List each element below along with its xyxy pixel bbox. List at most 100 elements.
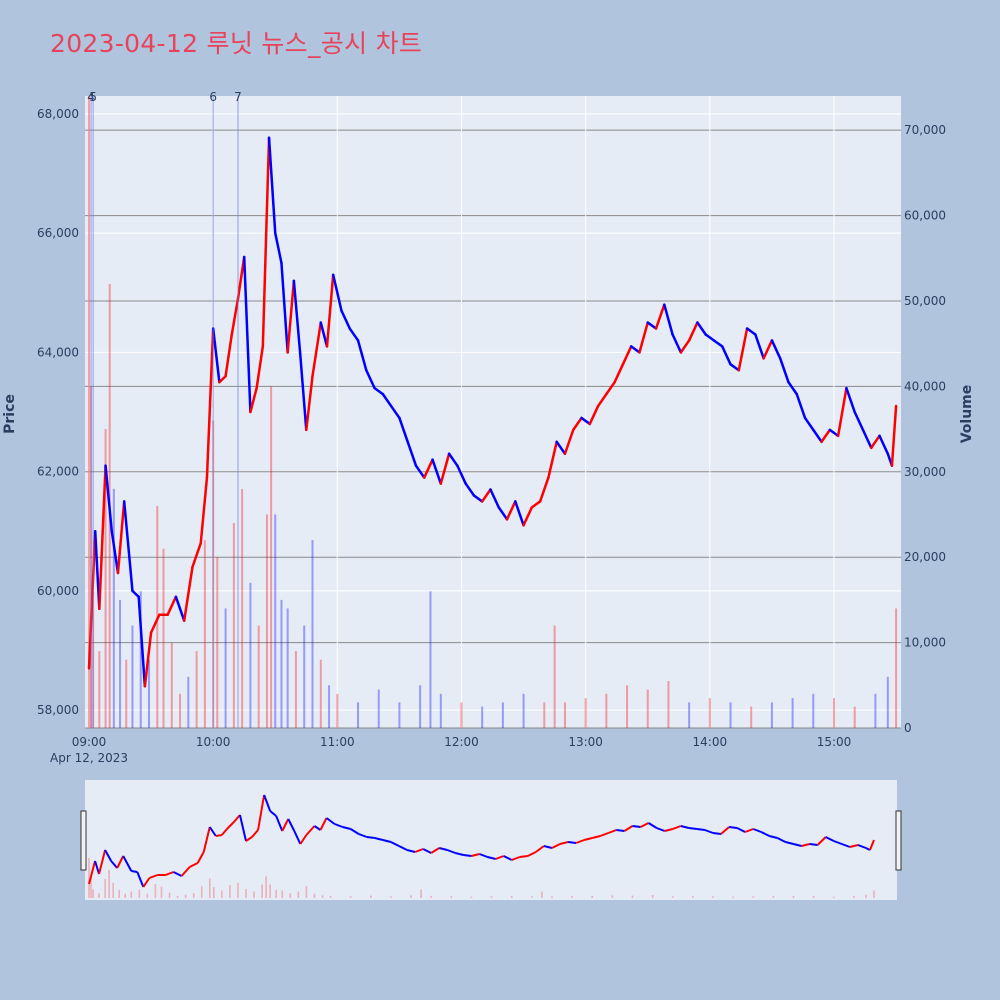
mini-price-segment: [632, 825, 641, 828]
y-right-tick: 30,000: [904, 465, 946, 479]
price-segment: [182, 565, 194, 622]
mini-price-segment: [479, 853, 488, 858]
price-segment: [104, 464, 114, 533]
price-segment: [110, 529, 120, 575]
mini-volume-bar: [420, 889, 422, 898]
price-segment: [721, 345, 732, 366]
price-segment: [218, 374, 227, 384]
mini-volume-bar: [450, 896, 453, 898]
price-segment: [230, 297, 240, 336]
mini-price-segment: [149, 874, 158, 879]
mini-price-segment: [122, 855, 133, 872]
volume-bar: [553, 625, 556, 728]
mini-volume-bar: [510, 895, 513, 898]
volume-bar: [280, 599, 283, 728]
y-left-tick: 62,000: [37, 465, 79, 479]
mini-price-segment: [616, 829, 625, 832]
mini-price-segment: [680, 825, 690, 829]
mini-price-segment: [591, 835, 601, 839]
price-segment: [311, 321, 323, 378]
volume-bar: [626, 685, 629, 728]
price-segment: [439, 452, 451, 485]
mini-volume-bar: [88, 858, 90, 898]
price-segment: [389, 404, 401, 420]
range-slider-preview: [88, 794, 875, 898]
price-segment: [464, 482, 476, 497]
mini-price-segment: [382, 839, 392, 843]
mini-price-segment: [116, 855, 125, 869]
mini-volume-bar: [832, 896, 835, 898]
volume-bar: [241, 488, 244, 728]
mini-price-segment: [202, 826, 211, 853]
volume-bar: [398, 702, 401, 728]
price-segment: [255, 345, 265, 390]
mini-price-segment: [833, 840, 843, 845]
price-segment: [472, 494, 484, 503]
volume-bar: [249, 582, 252, 728]
volume-bar: [216, 557, 219, 728]
price-segment: [122, 500, 134, 593]
mini-volume-bar: [873, 890, 875, 898]
price-segment: [348, 327, 360, 342]
price-segment: [406, 440, 418, 467]
mini-price-segment: [487, 856, 496, 860]
volume-bar: [501, 702, 504, 728]
mini-price-segment: [760, 831, 770, 837]
mini-price-segment: [785, 841, 794, 845]
mini-price-segment: [342, 826, 351, 830]
y-left-tick: 66,000: [37, 226, 79, 240]
mini-price-segment: [455, 852, 464, 856]
mini-volume-bar: [176, 895, 179, 898]
mini-price-segment: [744, 828, 754, 833]
price-segment: [812, 428, 823, 444]
volume-bar: [195, 651, 198, 728]
mini-price-segment: [319, 817, 328, 831]
mini-price-segment: [398, 845, 408, 851]
mini-price-segment: [251, 829, 259, 838]
volume-bar: [833, 698, 835, 728]
price-segment: [580, 416, 592, 426]
mini-price-segment: [414, 848, 424, 853]
mini-price-segment: [640, 822, 650, 828]
range-slider[interactable]: [85, 780, 897, 900]
range-slider-left-handle[interactable]: [80, 810, 87, 871]
price-segment: [861, 428, 873, 450]
price-segment: [890, 404, 898, 467]
volume-bar: [419, 685, 422, 728]
mini-price-segment: [599, 832, 609, 837]
mini-price-segment: [173, 871, 183, 877]
volume-bar: [688, 702, 691, 728]
price-segment: [116, 500, 126, 575]
price-segment: [431, 458, 443, 485]
y-left-tick: 64,000: [37, 345, 79, 359]
price-segment: [298, 351, 308, 432]
price-segment: [489, 488, 500, 509]
price-segment: [249, 386, 258, 414]
range-slider-right-handle[interactable]: [895, 810, 902, 871]
price-segment: [596, 392, 608, 408]
main-plot-area[interactable]: [85, 96, 901, 728]
price-segment: [414, 464, 426, 479]
y-right-tick: 70,000: [904, 123, 946, 137]
mini-volume-bar: [772, 896, 775, 898]
mini-volume-bar: [229, 885, 231, 898]
mini-price-segment: [463, 854, 472, 857]
volume-bar: [357, 702, 360, 728]
mini-price-segment: [215, 834, 223, 837]
mini-volume-bar: [732, 896, 734, 898]
mini-price-segment: [358, 833, 368, 838]
price-segment: [305, 374, 314, 432]
price-segment: [242, 255, 252, 414]
price-segment: [497, 506, 509, 521]
mini-price-segment: [720, 826, 730, 835]
price-segment: [131, 589, 140, 599]
mini-price-segment: [672, 825, 682, 830]
mini-price-segment: [390, 841, 400, 847]
price-segment: [522, 506, 534, 527]
price-segment: [98, 464, 107, 611]
mini-price-segment: [769, 835, 778, 839]
mini-volume-bar: [221, 890, 223, 898]
price-segment: [423, 458, 434, 479]
mini-price-segment: [196, 851, 205, 864]
mini-price-segment: [503, 855, 513, 861]
